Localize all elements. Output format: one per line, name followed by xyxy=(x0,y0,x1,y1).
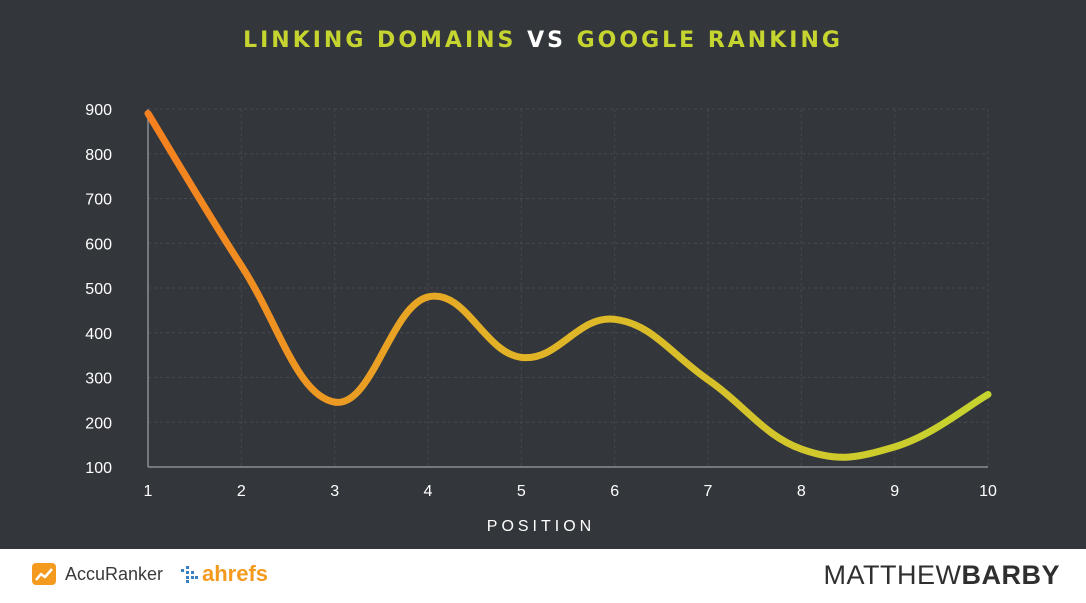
x-tick-label: 3 xyxy=(330,483,339,500)
tick-labels: 100 200 300 400 500 600 700 800 900 1 2 3 4 5 6 7 8 9 10 xyxy=(85,102,997,500)
matthew-barby-logo: MATTHEWBARBY xyxy=(824,560,1061,591)
x-tick-label: 6 xyxy=(610,483,619,500)
x-tick-label: 7 xyxy=(704,483,713,500)
x-tick-label: 4 xyxy=(424,483,433,500)
accuranker-logo-text: AccuRanker xyxy=(65,564,164,584)
title-part-1: LINKING DOMAINS xyxy=(243,28,517,53)
title-part-3: GOOGLE RANKING xyxy=(576,28,843,53)
y-tick-label: 500 xyxy=(85,281,112,298)
line-chart: 100 200 300 400 500 600 700 800 900 1 2 3 4 5 6 7 8 9 10 P… xyxy=(85,102,997,535)
y-tick-label: 200 xyxy=(85,415,112,432)
x-axis-title: POSITION xyxy=(487,518,595,535)
title-part-2: VS xyxy=(527,28,566,53)
y-tick-label: 900 xyxy=(85,102,112,119)
x-tick-label: 9 xyxy=(890,483,899,500)
axes xyxy=(147,109,988,468)
y-tick-label: 400 xyxy=(85,326,112,343)
y-tick-label: 800 xyxy=(85,147,112,164)
y-tick-label: 100 xyxy=(85,460,112,477)
footer xyxy=(0,549,1086,603)
y-tick-label: 600 xyxy=(85,236,112,253)
y-tick-label: 300 xyxy=(85,371,112,388)
accuranker-logo-icon xyxy=(32,563,56,585)
ahrefs-logo-icon xyxy=(180,566,200,589)
x-tick-label: 1 xyxy=(144,483,153,500)
chart-panel xyxy=(0,0,1086,549)
x-tick-label: 10 xyxy=(979,483,997,500)
series-layer xyxy=(144,109,992,461)
x-tick-label: 5 xyxy=(517,483,526,500)
x-tick-label: 2 xyxy=(237,483,246,500)
ahrefs-logo-text: ahrefs xyxy=(202,561,269,586)
brand-light-text: MATTHEW xyxy=(823,560,962,590)
grid xyxy=(148,108,989,467)
series-line-0 xyxy=(144,109,992,461)
brand-bold-text: BARBY xyxy=(961,560,1060,590)
y-tick-label: 700 xyxy=(85,192,112,209)
x-tick-label: 8 xyxy=(797,483,806,500)
chart-title: LINKING DOMAINS VS GOOGLE RANKING xyxy=(0,28,1086,53)
